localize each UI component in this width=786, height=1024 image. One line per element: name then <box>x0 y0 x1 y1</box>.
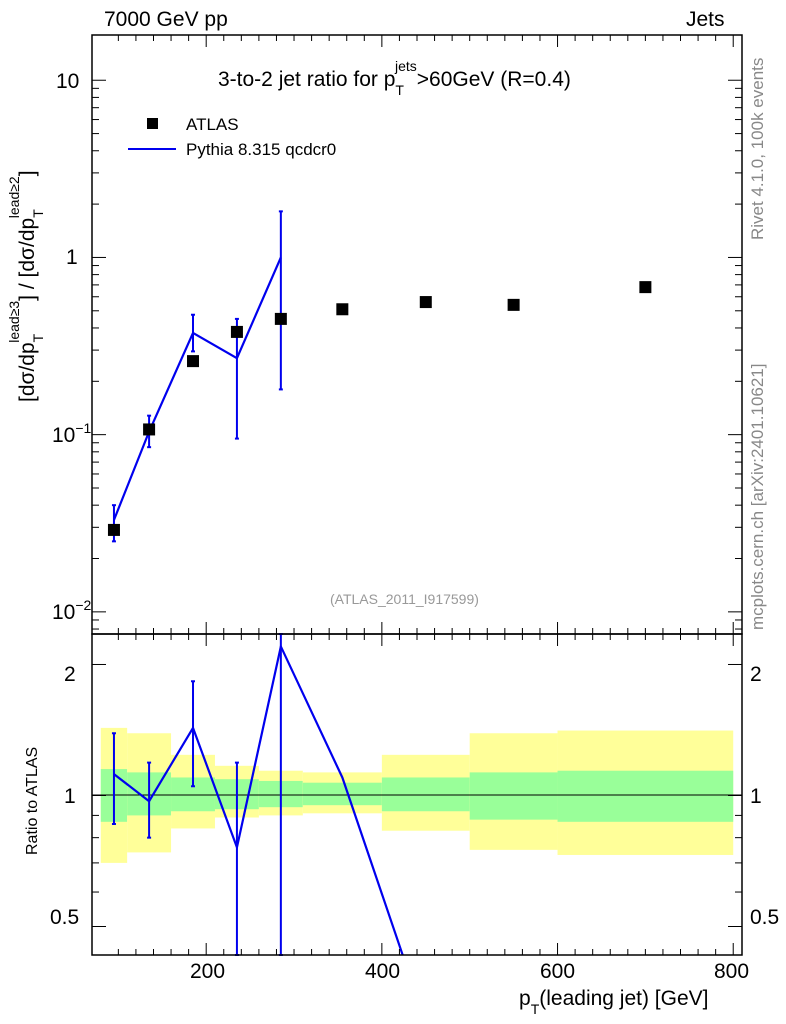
x-tick-200: 200 <box>190 960 225 983</box>
atlas-data-point <box>639 281 652 294</box>
y-tick-1e-1: 10−1 <box>52 420 92 447</box>
atlas-data-point <box>143 423 156 436</box>
ratio-panel: 2 1 0.5 2 1 0.5 Ratio to ATLAS 200 400 6… <box>24 633 779 1017</box>
mc-series-line <box>112 257 282 521</box>
atlas-data-point <box>336 303 349 316</box>
y-tick-1: 1 <box>66 246 78 269</box>
chart-title: 3-to-2 jet ratio for pTjets>60GeV (R=0.4… <box>218 58 571 98</box>
y-tick-10: 10 <box>56 70 79 93</box>
main-panel: 10−2 10−1 1 10 3-to-2 jet ratio for pTje… <box>6 34 743 635</box>
atlas-data-point <box>187 355 200 368</box>
ratio-y-tick-1: 1 <box>64 785 76 808</box>
legend-label-pythia: Pythia 8.315 qcdcr0 <box>186 140 336 159</box>
legend-marker-atlas <box>147 118 158 129</box>
atlas-data-point <box>507 298 520 311</box>
ratio-band-inner <box>302 782 382 806</box>
legend: ATLAS Pythia 8.315 qcdcr0 <box>128 115 336 159</box>
main-y-ticks <box>92 35 742 634</box>
analysis-watermark: (ATLAS_2011_I917599) <box>330 591 479 607</box>
ratio-y-tick-2-right: 2 <box>750 663 762 686</box>
ratio-band-inner <box>381 777 470 812</box>
ratio-series-line <box>113 643 404 955</box>
ratio-y-tick-2: 2 <box>64 663 76 686</box>
ratio-band-inner <box>469 772 558 820</box>
atlas-data-point <box>419 296 432 309</box>
x-tick-400: 400 <box>365 960 400 983</box>
atlas-data-point <box>107 523 120 536</box>
ratio-y-tick-1-right: 1 <box>750 785 762 808</box>
ratio-y-label: Ratio to ATLAS <box>24 747 41 855</box>
atlas-data-point <box>230 325 243 338</box>
main-data-layer <box>107 210 652 543</box>
x-tick-800: 800 <box>714 960 749 983</box>
x-axis-label: pT(leading jet) [GeV] <box>519 987 709 1017</box>
ratio-ticks <box>92 634 742 955</box>
ratio-y-tick-0-5: 0.5 <box>50 906 79 929</box>
ratio-y-tick-0-5-right: 0.5 <box>750 906 779 929</box>
atlas-data-point <box>274 312 287 325</box>
header-collision: 7000 GeV pp <box>104 8 228 31</box>
legend-label-atlas: ATLAS <box>186 115 239 134</box>
x-tick-600: 600 <box>540 960 575 983</box>
ratio-band-inner <box>557 770 734 822</box>
header-category: Jets <box>686 8 725 31</box>
main-y-label: [dσ/dpTlead≥3] / [dσ/dpTlead≥2] <box>6 170 46 402</box>
y-tick-1e-2: 10−2 <box>52 597 92 624</box>
